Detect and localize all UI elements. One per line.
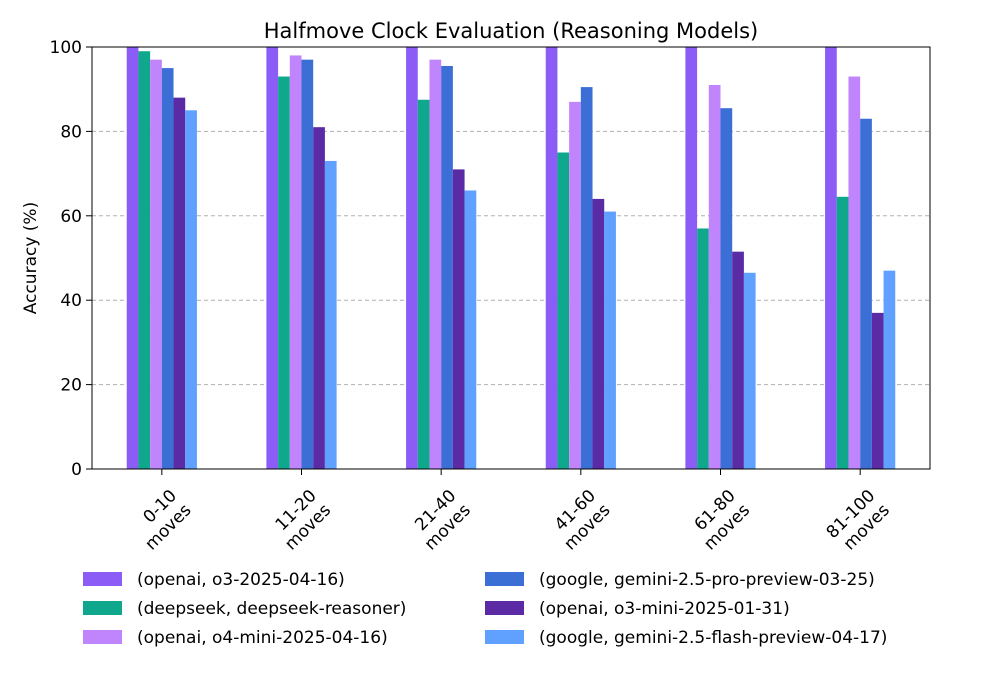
bar — [150, 59, 162, 469]
legend-label: (deepseek, deepseek-reasoner) — [137, 599, 406, 619]
legend-swatch — [83, 630, 122, 644]
bar — [848, 76, 861, 469]
chart-title: Halfmove Clock Evaluation (Reasoning Mod… — [264, 19, 758, 43]
bar — [883, 270, 896, 469]
bar — [720, 108, 733, 469]
bar — [406, 47, 418, 469]
gridlines — [92, 130, 930, 386]
bar — [836, 196, 849, 469]
legend-label: (openai, o3-2025-04-16) — [137, 570, 345, 590]
bar — [313, 127, 325, 470]
bar — [743, 272, 756, 469]
bar — [301, 59, 314, 469]
y-axis-label: Accuracy (%) — [21, 202, 41, 314]
y-tick-label: 40 — [60, 291, 82, 311]
bar — [429, 59, 442, 469]
x-tick-label: 81-100moves — [823, 486, 894, 557]
bar — [138, 51, 151, 469]
legend-swatch — [485, 630, 524, 644]
legend-swatch — [485, 601, 524, 615]
x-tick-label: 61-80moves — [686, 486, 755, 555]
y-tick-label: 100 — [50, 38, 82, 58]
legend-label: (openai, o3-mini-2025-01-31) — [539, 599, 790, 619]
legend-swatch — [83, 601, 122, 615]
y-tick-label: 80 — [60, 122, 82, 142]
plot-frame — [91, 46, 931, 470]
legend-swatch — [83, 572, 122, 586]
bar — [604, 211, 616, 469]
bar — [278, 76, 290, 469]
bar — [441, 65, 453, 470]
y-axis-ticks: 0 20 40 60 80 100 — [50, 38, 92, 480]
bar — [580, 87, 593, 469]
legend-label: (openai, o4-mini-2025-04-16) — [137, 628, 388, 648]
bar — [871, 312, 884, 469]
bar — [545, 47, 558, 469]
bar — [708, 84, 721, 469]
bar — [569, 101, 581, 470]
x-tick-label: 11-20moves — [267, 486, 336, 555]
bar — [324, 160, 337, 469]
y-tick-label: 20 — [60, 376, 82, 396]
bar — [185, 110, 197, 470]
legend-swatch — [485, 572, 524, 586]
bar — [464, 190, 477, 470]
bar — [697, 228, 709, 469]
bar — [173, 97, 186, 469]
legend-label: (google, gemini-2.5-pro-preview-03-25) — [539, 570, 875, 590]
bar — [161, 68, 174, 469]
bar — [685, 47, 698, 469]
legend-label: (google, gemini-2.5-flash-preview-04-17) — [539, 628, 887, 648]
legend: (openai, o3-2025-04-16) (deepseek, deepse… — [83, 570, 887, 648]
bar — [266, 47, 279, 469]
bar — [452, 169, 465, 469]
x-tick-label: 21-40moves — [406, 486, 475, 555]
bar — [289, 55, 302, 469]
bar — [126, 47, 139, 469]
y-tick-label: 60 — [60, 207, 82, 227]
y-tick-label: 0 — [71, 460, 82, 480]
bar — [732, 251, 744, 469]
x-tick-label: 0-10moves — [127, 486, 196, 555]
bar — [592, 198, 605, 470]
x-tick-label: 41-60moves — [546, 486, 615, 555]
bar — [825, 47, 837, 469]
x-axis-ticks: 0-10moves 11-20moves 21-40moves 41-60moves 6… — [127, 469, 894, 557]
bar — [557, 152, 570, 469]
bars — [126, 47, 896, 470]
bar — [417, 99, 430, 469]
bar — [860, 118, 872, 470]
